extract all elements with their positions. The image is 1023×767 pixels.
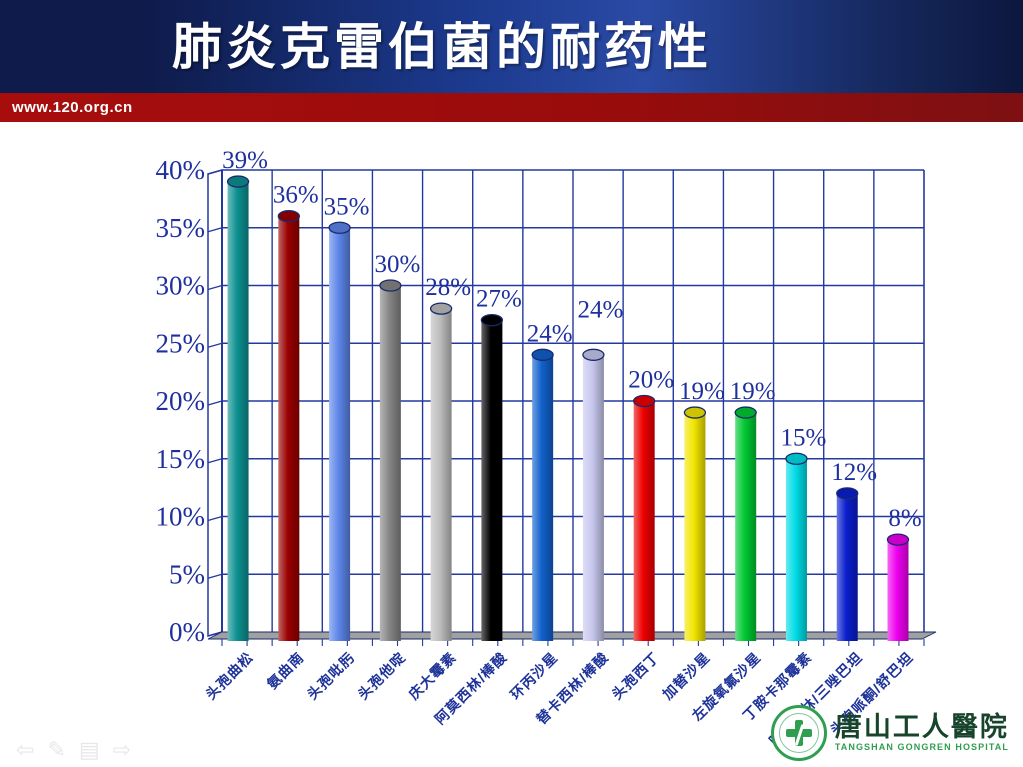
bar <box>785 458 807 641</box>
bar-top <box>734 406 757 419</box>
wall-tick <box>207 284 223 291</box>
bar-top <box>633 394 656 408</box>
hospital-name-en: TANGSHAN GONGREN HOSPITAL <box>834 742 1009 753</box>
slide-header: 肺炎克雷伯菌的耐药性 <box>0 0 1023 93</box>
data-label: 19% <box>730 378 776 405</box>
bar <box>684 412 706 641</box>
x-axis-label: 庆大霉素 <box>406 649 460 703</box>
bar-top <box>379 279 402 292</box>
y-axis-label: 35% <box>156 213 206 243</box>
bar-top <box>277 210 300 223</box>
bar <box>582 354 604 641</box>
next-slide-icon[interactable]: ⇨ <box>112 737 132 762</box>
wall-tick <box>207 515 223 522</box>
wall-tick <box>207 573 223 579</box>
bar-top <box>683 406 707 419</box>
bar <box>379 285 401 641</box>
url-banner: www.120.org.cn <box>0 93 1023 122</box>
chart-floor <box>207 631 937 640</box>
hospital-name-block: 唐山工人醫院 TANGSHAN GONGREN HOSPITAL <box>835 713 1009 753</box>
data-label: 28% <box>425 274 471 301</box>
hospital-logo: 唐山工人醫院 TANGSHAN GONGREN HOSPITAL <box>770 705 1009 761</box>
website-url: www.120.org.cn <box>12 99 133 116</box>
emblem-inner-ring <box>778 713 819 753</box>
slide-title: 肺炎克雷伯菌的耐药性 <box>172 18 712 75</box>
hospital-emblem-icon <box>770 705 827 761</box>
data-label: 8% <box>888 505 921 532</box>
y-axis-label: 0% <box>169 617 205 647</box>
bar-top <box>785 452 808 465</box>
bar-top <box>886 533 910 546</box>
x-axis-label: 头孢西丁 <box>609 649 663 703</box>
data-label: 15% <box>781 424 827 451</box>
data-label: 27% <box>476 286 522 313</box>
y-axis-label: 15% <box>156 444 206 474</box>
data-label: 36% <box>273 182 319 209</box>
y-axis-label: 5% <box>169 559 205 589</box>
hospital-name-cn: 唐山工人醫院 <box>834 712 1009 743</box>
wall-tick <box>207 227 223 233</box>
x-axis-label: 头孢他啶 <box>355 649 409 703</box>
wall-tick <box>207 458 223 464</box>
x-axis-label: 头孢曲松 <box>202 649 256 703</box>
data-label: 20% <box>628 367 674 394</box>
bar <box>329 227 351 641</box>
slide-nav-controls: ⇦ ✎ ▤ ⇨ <box>16 739 131 761</box>
bar <box>532 354 554 641</box>
slide-menu-icon[interactable]: ▤ <box>78 737 100 762</box>
bar <box>735 412 757 641</box>
bar <box>481 320 503 641</box>
bar-top <box>836 487 859 500</box>
data-label: 30% <box>374 251 420 278</box>
x-axis-label: 头孢吡肟 <box>304 649 358 703</box>
wall-tick <box>207 400 223 406</box>
wall-tick <box>207 169 223 175</box>
y-axis-label: 25% <box>156 328 206 358</box>
bar-top <box>531 348 554 361</box>
bar <box>836 493 858 641</box>
y-axis-label: 10% <box>156 502 206 532</box>
y-axis-label: 20% <box>156 386 206 416</box>
bar <box>278 216 300 641</box>
data-label: 39% <box>222 147 268 174</box>
data-label: 12% <box>831 459 877 486</box>
pen-annotate-icon[interactable]: ✎ <box>47 737 66 762</box>
y-axis-label: 40% <box>156 155 206 185</box>
wall-tick <box>207 342 223 348</box>
bar <box>887 539 909 641</box>
previous-slide-icon[interactable]: ⇦ <box>16 737 35 762</box>
x-axis-label: 氨曲南 <box>264 649 307 692</box>
bar-top <box>328 221 351 234</box>
x-axis-label: 环丙沙星 <box>507 649 561 703</box>
data-label: 19% <box>679 378 725 405</box>
bar-top <box>480 313 504 327</box>
bar-top <box>226 175 250 188</box>
data-label: 35% <box>324 193 370 220</box>
bar <box>227 181 249 642</box>
data-label: 24% <box>577 296 623 323</box>
bar-top <box>429 302 453 315</box>
bar <box>430 308 452 641</box>
y-axis-label: 30% <box>156 271 206 301</box>
bar <box>633 401 655 641</box>
data-label: 24% <box>527 320 573 347</box>
bar-top <box>582 348 605 361</box>
